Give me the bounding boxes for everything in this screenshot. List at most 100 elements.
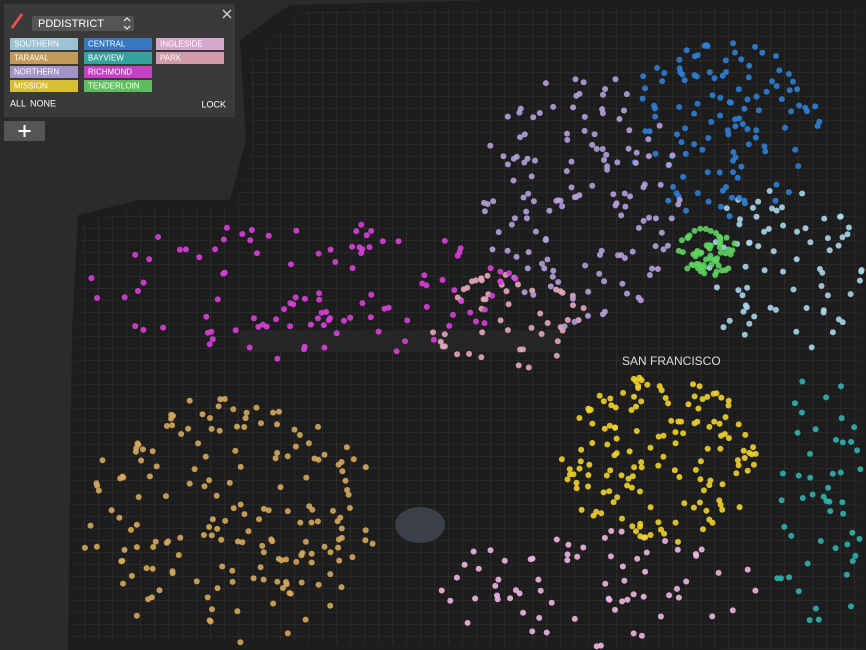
- close-button[interactable]: [222, 9, 232, 19]
- lock-button[interactable]: LOCK: [201, 99, 226, 109]
- incident-dot: [303, 474, 310, 481]
- incident-dot: [618, 472, 625, 479]
- incident-dot: [438, 587, 445, 594]
- incident-dot: [593, 508, 600, 515]
- chip-label: TARAVAL: [14, 54, 49, 63]
- incident-dot: [619, 563, 626, 570]
- incident-dot: [623, 91, 630, 98]
- incident-dot: [659, 78, 666, 85]
- incident-dot: [683, 47, 690, 54]
- incident-dot: [628, 484, 635, 491]
- incident-dot: [620, 389, 627, 396]
- incident-dot: [475, 565, 482, 572]
- incident-dot: [332, 259, 339, 265]
- incident-dot: [523, 208, 530, 215]
- incident-dot: [675, 594, 682, 601]
- incident-dot: [284, 508, 291, 515]
- incident-dot: [478, 275, 485, 282]
- incident-dot: [851, 424, 858, 431]
- incident-dot: [237, 463, 244, 470]
- incident-dot: [604, 441, 611, 448]
- district-chip[interactable]: NORTHERN: [10, 66, 78, 78]
- incident-dot: [511, 215, 518, 222]
- incident-dot: [134, 440, 141, 447]
- incident-dot: [718, 203, 724, 210]
- incident-dot: [840, 510, 847, 517]
- none-button[interactable]: NONE: [30, 98, 56, 108]
- incident-dot: [582, 262, 589, 269]
- incident-dot: [639, 95, 646, 102]
- incident-dot: [487, 547, 494, 554]
- incident-dot: [214, 296, 221, 303]
- incident-dot: [807, 450, 813, 457]
- incident-dot: [206, 524, 213, 530]
- incident-dot: [697, 476, 704, 483]
- district-chip[interactable]: TARAVAL: [10, 52, 78, 64]
- incident-dot: [604, 163, 611, 170]
- district-chip[interactable]: MISSION: [10, 80, 78, 92]
- incident-dot: [762, 148, 769, 155]
- incident-dot: [818, 283, 825, 289]
- incident-dot: [608, 402, 615, 409]
- incident-dot: [674, 131, 680, 138]
- incident-dot: [847, 291, 854, 298]
- incident-dot: [242, 415, 249, 422]
- incident-dot: [837, 469, 844, 476]
- district-chip[interactable]: INGLESIDE: [156, 38, 224, 50]
- incident-dot: [807, 474, 814, 481]
- incident-dot: [651, 105, 658, 112]
- incident-dot: [200, 532, 207, 538]
- incident-dot: [585, 405, 592, 412]
- incident-dot: [362, 527, 369, 534]
- incident-dot: [858, 268, 865, 275]
- incident-dot: [221, 396, 228, 402]
- incident-dot: [232, 447, 239, 454]
- incident-dot: [510, 155, 517, 162]
- incident-dot: [274, 578, 281, 585]
- district-chip[interactable]: TENDERLOIN: [84, 80, 152, 92]
- incident-dot: [719, 506, 726, 513]
- incident-dot: [501, 557, 508, 564]
- district-chip[interactable]: PARK: [156, 52, 224, 64]
- district-chip[interactable]: CENTRAL: [84, 38, 152, 50]
- incident-dot: [121, 546, 128, 553]
- add-button[interactable]: [4, 121, 45, 141]
- incident-dot: [742, 263, 749, 270]
- incident-dot: [576, 90, 583, 97]
- district-chip[interactable]: SOUTHERN: [10, 38, 78, 50]
- incident-dot: [217, 396, 224, 403]
- incident-dot: [798, 409, 805, 416]
- incident-dot: [215, 403, 222, 410]
- incident-dot: [513, 253, 520, 260]
- district-chip[interactable]: RICHMOND: [84, 66, 152, 78]
- dropdown[interactable]: [32, 16, 134, 31]
- incident-dot: [744, 467, 751, 474]
- incident-dot: [239, 231, 246, 237]
- district-chip[interactable]: BAYVIEW: [84, 52, 152, 64]
- incident-dot: [732, 49, 738, 56]
- incident-dot: [843, 571, 850, 578]
- incident-dot: [230, 505, 237, 512]
- incident-dot: [537, 587, 544, 594]
- incident-dot: [769, 205, 775, 212]
- incident-dot: [737, 216, 743, 223]
- incident-dot: [206, 617, 213, 624]
- plus-icon: [18, 125, 31, 137]
- incident-dot: [221, 269, 228, 276]
- incident-dot: [627, 193, 633, 200]
- incident-dot: [596, 270, 603, 277]
- all-button[interactable]: ALL: [10, 98, 26, 108]
- incident-dot: [770, 248, 777, 255]
- incident-dot: [753, 127, 760, 134]
- incident-dot: [717, 501, 724, 508]
- incident-dot: [702, 226, 709, 232]
- incident-dot: [601, 308, 608, 315]
- incident-dot: [684, 234, 691, 241]
- incident-dot: [327, 246, 334, 253]
- incident-dot: [222, 517, 229, 524]
- dropdown-arrows: [123, 17, 131, 30]
- incident-dot: [727, 99, 734, 106]
- incident-dot: [177, 534, 184, 541]
- incident-dot: [749, 204, 756, 211]
- incident-dot: [599, 146, 606, 152]
